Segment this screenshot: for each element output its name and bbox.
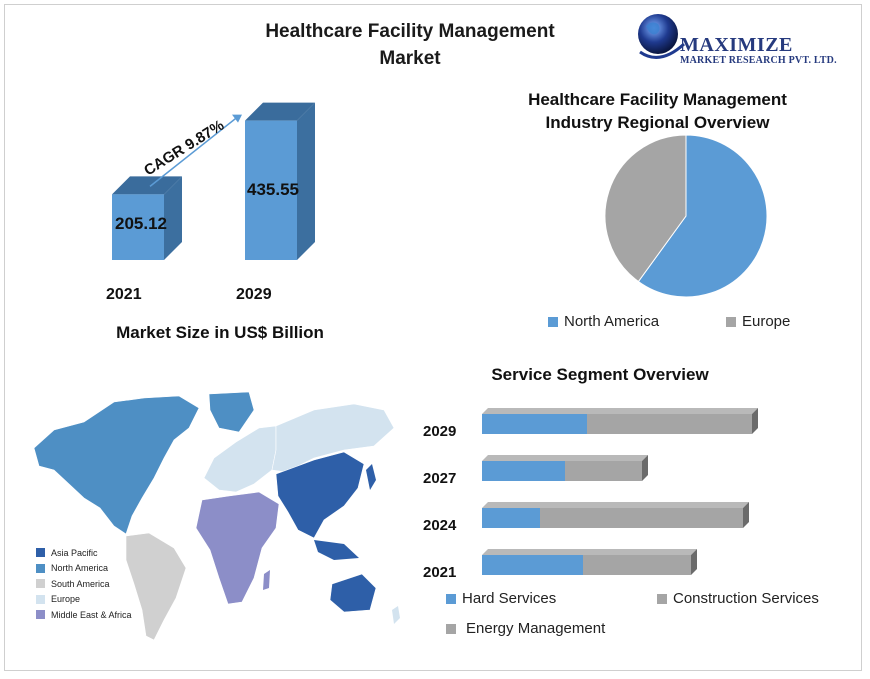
segment-bar-top-2027	[482, 455, 648, 461]
bar-top-2021	[112, 176, 182, 195]
legend-energy-management: Energy Management	[446, 620, 605, 637]
map-legend-label: Europe	[51, 594, 81, 605]
segment-bar-top-2024	[482, 502, 749, 508]
map-legend-label: South America	[51, 578, 110, 589]
map-legend-label: Middle East & Africa	[51, 609, 132, 620]
map-asia-pacific	[275, 451, 365, 539]
north-america-map-swatch	[36, 563, 45, 573]
map-australia	[329, 573, 377, 613]
market-size-chart: CAGR 9.87%	[112, 102, 315, 261]
south-america-swatch	[36, 579, 45, 589]
segment-year-2027: 2027	[423, 470, 457, 487]
map-south-america	[125, 532, 187, 641]
segment-bar-2027-1	[565, 461, 642, 481]
logo-subtitle: MARKET RESEARCH PVT. LTD.	[680, 55, 837, 66]
legend-construction-services: Construction Services	[657, 590, 819, 607]
segment-bar-side-2027	[642, 455, 648, 481]
title-line-2: Market	[379, 48, 441, 69]
segment-bar-side-2021	[691, 549, 697, 575]
map-legend: Asia Pacific North America South America…	[36, 545, 132, 623]
mea-swatch	[36, 610, 45, 620]
map-new-zealand	[392, 606, 400, 624]
year-label-2029: 2029	[236, 286, 272, 303]
segment-bar-2027-0	[482, 461, 565, 481]
bar-top-2029	[245, 102, 315, 121]
map-legend-label: North America	[51, 563, 109, 574]
legend-construction-services-label: Construction Services	[673, 590, 819, 607]
bar-front-2029	[245, 120, 297, 261]
segment-bar-2029-0	[482, 414, 587, 434]
legend-north-america-label: North America	[564, 313, 660, 330]
bar-value-2029: 435.55	[247, 180, 299, 199]
europe-map-swatch	[36, 594, 45, 604]
map-madagascar	[263, 570, 270, 590]
segment-year-2029: 2029	[423, 423, 457, 440]
map-legend-item: North America	[36, 561, 132, 577]
map-legend-item: Middle East & Africa	[36, 607, 132, 623]
segment-bar-2024-1	[540, 508, 743, 528]
cagr-arrowhead	[232, 114, 242, 123]
hard-services-swatch	[446, 593, 456, 604]
segment-bar-2029-1	[587, 414, 752, 434]
north-america-swatch	[548, 316, 558, 327]
map-legend-label: Asia Pacific	[51, 547, 98, 558]
frame-border	[4, 4, 862, 671]
segment-year-2021: 2021	[423, 564, 457, 581]
legend-hard-services: Hard Services	[446, 590, 556, 607]
bar-side-2029	[297, 102, 315, 261]
legend-europe: Europe	[726, 313, 790, 330]
map-legend-item: Asia Pacific	[36, 545, 132, 561]
globe-icon	[638, 14, 686, 59]
market-size-caption: Market Size in US$ Billion	[116, 323, 324, 342]
map-north-asia	[271, 403, 395, 473]
energy-management-swatch	[446, 623, 456, 634]
bar-side-2021	[164, 176, 182, 260]
regional-overview-title: Healthcare Facility Management Industry …	[528, 90, 787, 132]
segment-bar-top-2029	[482, 408, 758, 414]
world-map	[33, 391, 400, 641]
asia-pacific-swatch	[36, 548, 45, 558]
pie-slice-north-america	[637, 134, 768, 298]
map-southeast-asia	[314, 540, 359, 560]
legend-europe-label: Europe	[742, 313, 791, 330]
regional-pie-chart	[604, 134, 768, 298]
year-label-2021: 2021	[106, 286, 142, 303]
logo-name: MAXIMIZE	[680, 34, 793, 56]
pie-slice-europe	[604, 134, 687, 283]
map-japan	[366, 464, 376, 490]
page-title: Healthcare Facility Management Market	[220, 18, 600, 72]
title-line-1: Healthcare Facility Management	[265, 21, 555, 42]
map-legend-item: South America	[36, 576, 132, 592]
bar-front-2021	[112, 194, 164, 260]
cagr-label: CAGR 9.87%	[141, 117, 227, 180]
legend-north-america: North America	[548, 313, 659, 330]
map-middle-east-africa	[195, 491, 280, 605]
construction-services-swatch	[657, 593, 667, 604]
service-segment-title: Service Segment Overview	[491, 365, 709, 384]
segment-bar-side-2029	[752, 408, 758, 434]
cagr-arrow	[149, 116, 239, 187]
map-europe	[203, 425, 277, 493]
map-legend-item: Europe	[36, 592, 132, 608]
segment-year-2024: 2024	[423, 517, 457, 534]
segment-bar-top-2021	[482, 549, 697, 555]
legend-hard-services-label: Hard Services	[462, 590, 557, 607]
europe-swatch	[726, 316, 736, 327]
segment-bar-side-2024	[743, 502, 749, 528]
segment-bar-2021-1	[583, 555, 691, 575]
segment-bar-2021-0	[482, 555, 583, 575]
service-segment-chart	[482, 408, 758, 575]
map-north-america	[33, 395, 200, 535]
segment-bar-2024-0	[482, 508, 540, 528]
map-greenland	[208, 391, 255, 433]
company-logo: MAXIMIZE MARKET RESEARCH PVT. LTD.	[632, 8, 862, 72]
bar-value-2021: 205.12	[115, 214, 167, 233]
legend-energy-management-label: Energy Management	[466, 620, 606, 637]
